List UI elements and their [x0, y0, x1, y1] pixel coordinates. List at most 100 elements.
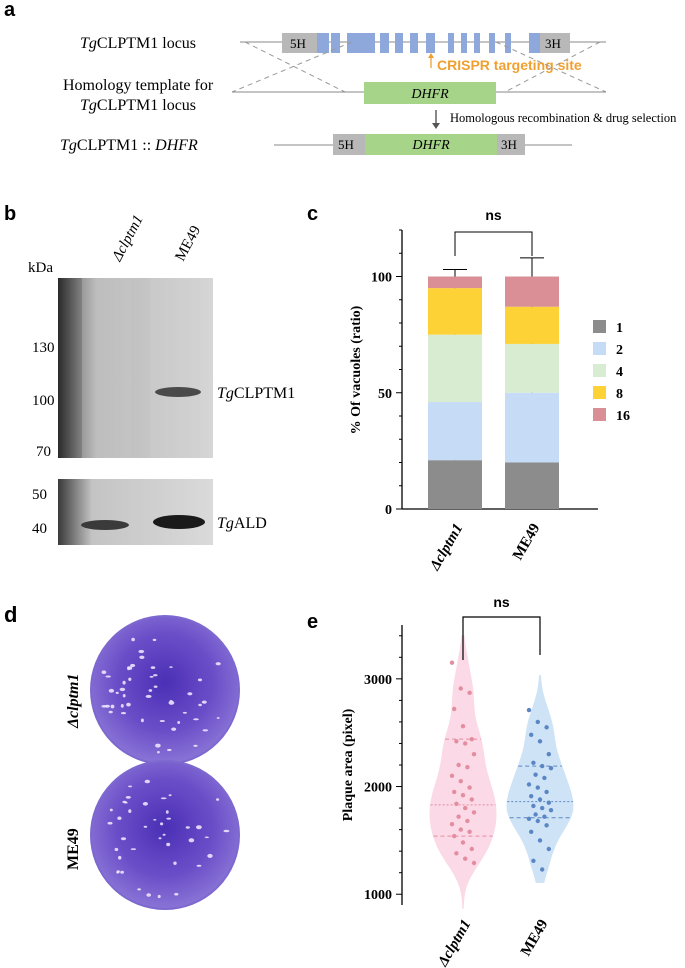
data-point [456, 814, 461, 819]
plaque [193, 744, 198, 747]
data-point [458, 686, 463, 691]
data-point [544, 789, 549, 795]
data-point [469, 846, 474, 852]
panel-b-letter: b [4, 203, 16, 225]
plaque [196, 864, 202, 867]
locus-label: TgCLPTM1 locus [80, 35, 196, 52]
data-point [535, 785, 540, 790]
bar-segment [428, 288, 482, 335]
legend-label: 4 [616, 365, 623, 380]
plaque [143, 825, 148, 828]
plaque [150, 666, 156, 669]
lane-label: ME49 [172, 223, 204, 264]
plaque [196, 825, 202, 830]
recombination-arrow-head [432, 123, 440, 129]
data-point [463, 741, 468, 746]
data-point [542, 814, 547, 819]
exon-box [529, 33, 540, 53]
plaque [130, 663, 136, 668]
data-point [533, 812, 538, 817]
data-point [454, 801, 459, 806]
plaque [125, 796, 131, 799]
data-point [463, 856, 468, 861]
plaque [160, 797, 167, 800]
bar-segment [505, 276, 559, 307]
marker-label: 40 [32, 521, 47, 537]
result-label-prefix: Tg [60, 137, 77, 154]
data-point [531, 858, 536, 863]
plate-label: Δclptm1 [65, 674, 82, 729]
blot-top-lane [82, 278, 132, 458]
plaque [155, 743, 161, 748]
y-tick-label: 3000 [364, 673, 392, 688]
plaque [197, 678, 203, 682]
plaque [119, 687, 126, 692]
data-point [540, 805, 545, 811]
ald-band [81, 520, 129, 530]
data-point [449, 773, 455, 778]
exon-box [505, 33, 511, 53]
result-3h-box [497, 134, 525, 155]
plaque [128, 677, 132, 681]
template-label-prefix: Tg [80, 97, 97, 114]
data-point [544, 725, 549, 730]
plaque [187, 692, 193, 696]
locus-label-prefix: Tg [80, 35, 97, 52]
plaque [162, 833, 166, 836]
data-point [458, 779, 463, 784]
x-tick-label: Δclptm1 [435, 917, 475, 968]
ald-band [153, 515, 205, 529]
legend-label: 16 [616, 409, 630, 424]
plaque [137, 888, 141, 891]
plaque [153, 819, 157, 821]
violin-body [506, 675, 574, 883]
data-point [540, 867, 545, 872]
plaque [108, 688, 115, 693]
legend-swatch [593, 364, 606, 377]
bar-segment [428, 402, 482, 461]
plaque [120, 704, 124, 708]
exon-box [426, 33, 435, 53]
plaque [114, 847, 119, 852]
blot-bottom [58, 479, 213, 545]
plaque [152, 638, 157, 642]
legend-swatch [593, 386, 606, 399]
y-axis-label: % Of vacuoles (ratio) [349, 305, 364, 434]
locus-5h-label: 5H [290, 36, 306, 51]
plaque [145, 694, 152, 698]
bar-segment [505, 392, 559, 463]
plaque [107, 821, 113, 825]
data-point [452, 789, 457, 795]
data-point [548, 766, 554, 771]
template-label-line2: TgCLPTM1 locus [80, 97, 196, 114]
data-point [467, 785, 472, 790]
violin-chart: 1000 2000 3000 Plaque area (pixel) Δclptm1 ME… [341, 594, 574, 968]
bar-segment [428, 276, 482, 289]
violin-body [429, 635, 497, 909]
crossover-line [495, 41, 607, 93]
bar-segment [505, 462, 559, 509]
panel-c: c 0 50 100 % Of vacuoles (ratio) Δclptm1 ME49… [307, 203, 630, 574]
plaque [166, 842, 171, 847]
data-point [529, 829, 534, 834]
result-dhfr-label: DHFR [411, 138, 450, 153]
panel-c-letter: c [307, 203, 318, 225]
data-point [458, 827, 463, 832]
crispr-arrow-head [428, 53, 434, 58]
result-label-gene: DHFR [154, 137, 198, 154]
data-point [469, 797, 474, 802]
plaque [173, 861, 177, 865]
plaque-plates [90, 615, 240, 910]
clptm1-label-rest: CLPTM1 [234, 385, 295, 402]
data-point [452, 706, 457, 712]
plaque [165, 810, 169, 814]
plaque [139, 655, 145, 659]
significance-bracket [454, 231, 533, 256]
plaque [201, 700, 207, 704]
plaque [117, 816, 122, 820]
plaque [169, 700, 173, 702]
marker-label: 100 [32, 393, 55, 409]
plaque [144, 779, 150, 784]
result-3h-label: 3H [501, 137, 517, 152]
data-point [454, 851, 459, 856]
